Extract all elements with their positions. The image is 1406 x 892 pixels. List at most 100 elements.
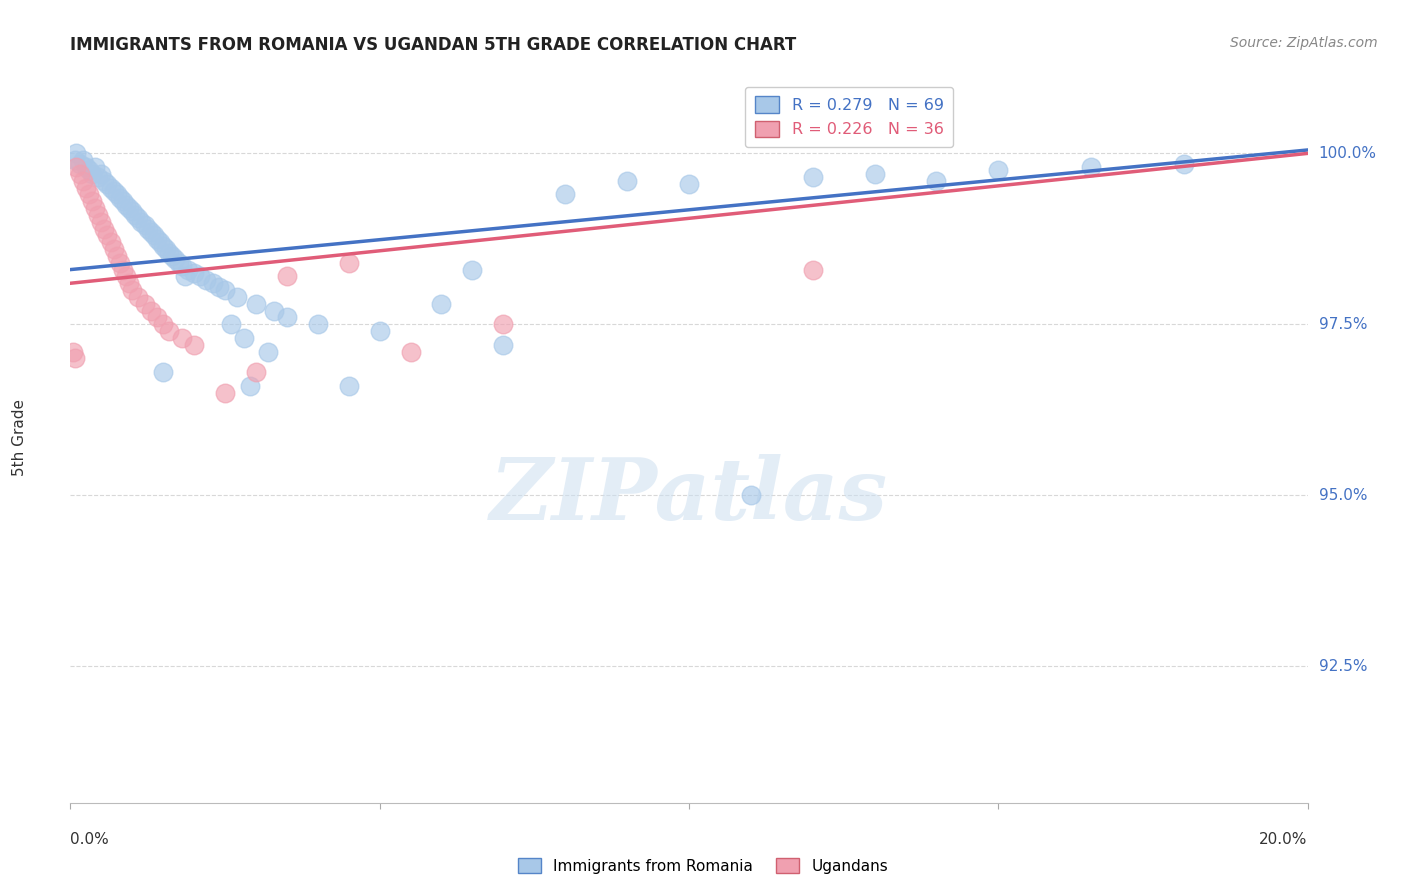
Point [72, 174, 94, 188]
Text: 92.5%: 92.5% [1319, 658, 1367, 673]
Text: 97.5%: 97.5% [1319, 317, 1367, 332]
Point [307, 318, 329, 332]
Point [155, 242, 177, 256]
Point [127, 290, 149, 304]
Point [105, 249, 128, 263]
Point [616, 174, 638, 188]
Point [245, 297, 267, 311]
Point [87, 170, 110, 185]
Point [134, 218, 156, 232]
Point [157, 245, 180, 260]
Text: Source: ZipAtlas.com: Source: ZipAtlas.com [1230, 36, 1378, 50]
Point [139, 303, 162, 318]
Point [115, 269, 138, 284]
Point [134, 297, 156, 311]
Point [139, 225, 162, 239]
Point [554, 187, 576, 202]
Point [201, 277, 224, 291]
Point [1080, 160, 1102, 174]
Point [96, 228, 118, 243]
Point [257, 344, 280, 359]
Point [678, 177, 700, 191]
Point [276, 310, 298, 325]
Point [337, 256, 360, 270]
Point [96, 177, 118, 191]
Point [84, 160, 107, 174]
Point [65, 160, 87, 174]
Point [100, 235, 122, 250]
Point [208, 279, 231, 293]
Point [127, 211, 149, 226]
Point [84, 201, 107, 215]
Point [276, 269, 298, 284]
Point [62, 344, 84, 359]
Point [461, 262, 484, 277]
Point [740, 488, 762, 502]
Point [111, 262, 134, 277]
Point [65, 351, 87, 366]
Point [93, 221, 115, 235]
Legend: R = 0.279   N = 69, R = 0.226   N = 36: R = 0.279 N = 69, R = 0.226 N = 36 [745, 87, 953, 147]
Text: 100.0%: 100.0% [1319, 146, 1376, 161]
Point [925, 174, 948, 188]
Text: 0.0%: 0.0% [70, 832, 110, 847]
Point [162, 249, 184, 263]
Point [195, 273, 218, 287]
Point [1173, 156, 1195, 170]
Point [239, 379, 262, 393]
Point [177, 262, 200, 277]
Point [801, 262, 824, 277]
Text: ZIPatlas: ZIPatlas [489, 454, 889, 537]
Point [152, 238, 174, 252]
Point [80, 167, 103, 181]
Point [152, 318, 174, 332]
Point [118, 201, 141, 215]
Point [72, 153, 94, 168]
Text: 20.0%: 20.0% [1260, 832, 1308, 847]
Point [430, 297, 453, 311]
Point [214, 385, 236, 400]
Text: IMMIGRANTS FROM ROMANIA VS UGANDAN 5TH GRADE CORRELATION CHART: IMMIGRANTS FROM ROMANIA VS UGANDAN 5TH G… [70, 36, 797, 54]
Point [111, 194, 134, 209]
Point [131, 215, 153, 229]
Point [146, 232, 169, 246]
Point [100, 180, 122, 194]
Point [492, 318, 515, 332]
Point [245, 365, 267, 379]
Point [121, 283, 143, 297]
Point [65, 146, 87, 161]
Point [121, 204, 143, 219]
Point [77, 163, 100, 178]
Point [987, 163, 1010, 178]
Point [90, 167, 112, 181]
Point [87, 208, 110, 222]
Point [105, 187, 128, 202]
Point [167, 256, 190, 270]
Point [492, 338, 515, 352]
Point [103, 242, 125, 256]
Point [399, 344, 422, 359]
Point [214, 283, 236, 297]
Point [173, 269, 195, 284]
Point [93, 174, 115, 188]
Point [69, 156, 91, 170]
Point [118, 277, 141, 291]
Point [863, 167, 886, 181]
Point [183, 266, 205, 280]
Point [108, 256, 131, 270]
Point [90, 215, 112, 229]
Point [75, 180, 97, 194]
Point [368, 324, 391, 338]
Text: 5th Grade: 5th Grade [13, 399, 27, 475]
Point [801, 170, 824, 185]
Point [124, 208, 146, 222]
Point [219, 318, 242, 332]
Point [65, 153, 87, 168]
Point [146, 310, 169, 325]
Point [77, 187, 100, 202]
Point [142, 228, 165, 243]
Point [115, 197, 138, 211]
Point [136, 221, 159, 235]
Point [103, 184, 125, 198]
Point [149, 235, 172, 250]
